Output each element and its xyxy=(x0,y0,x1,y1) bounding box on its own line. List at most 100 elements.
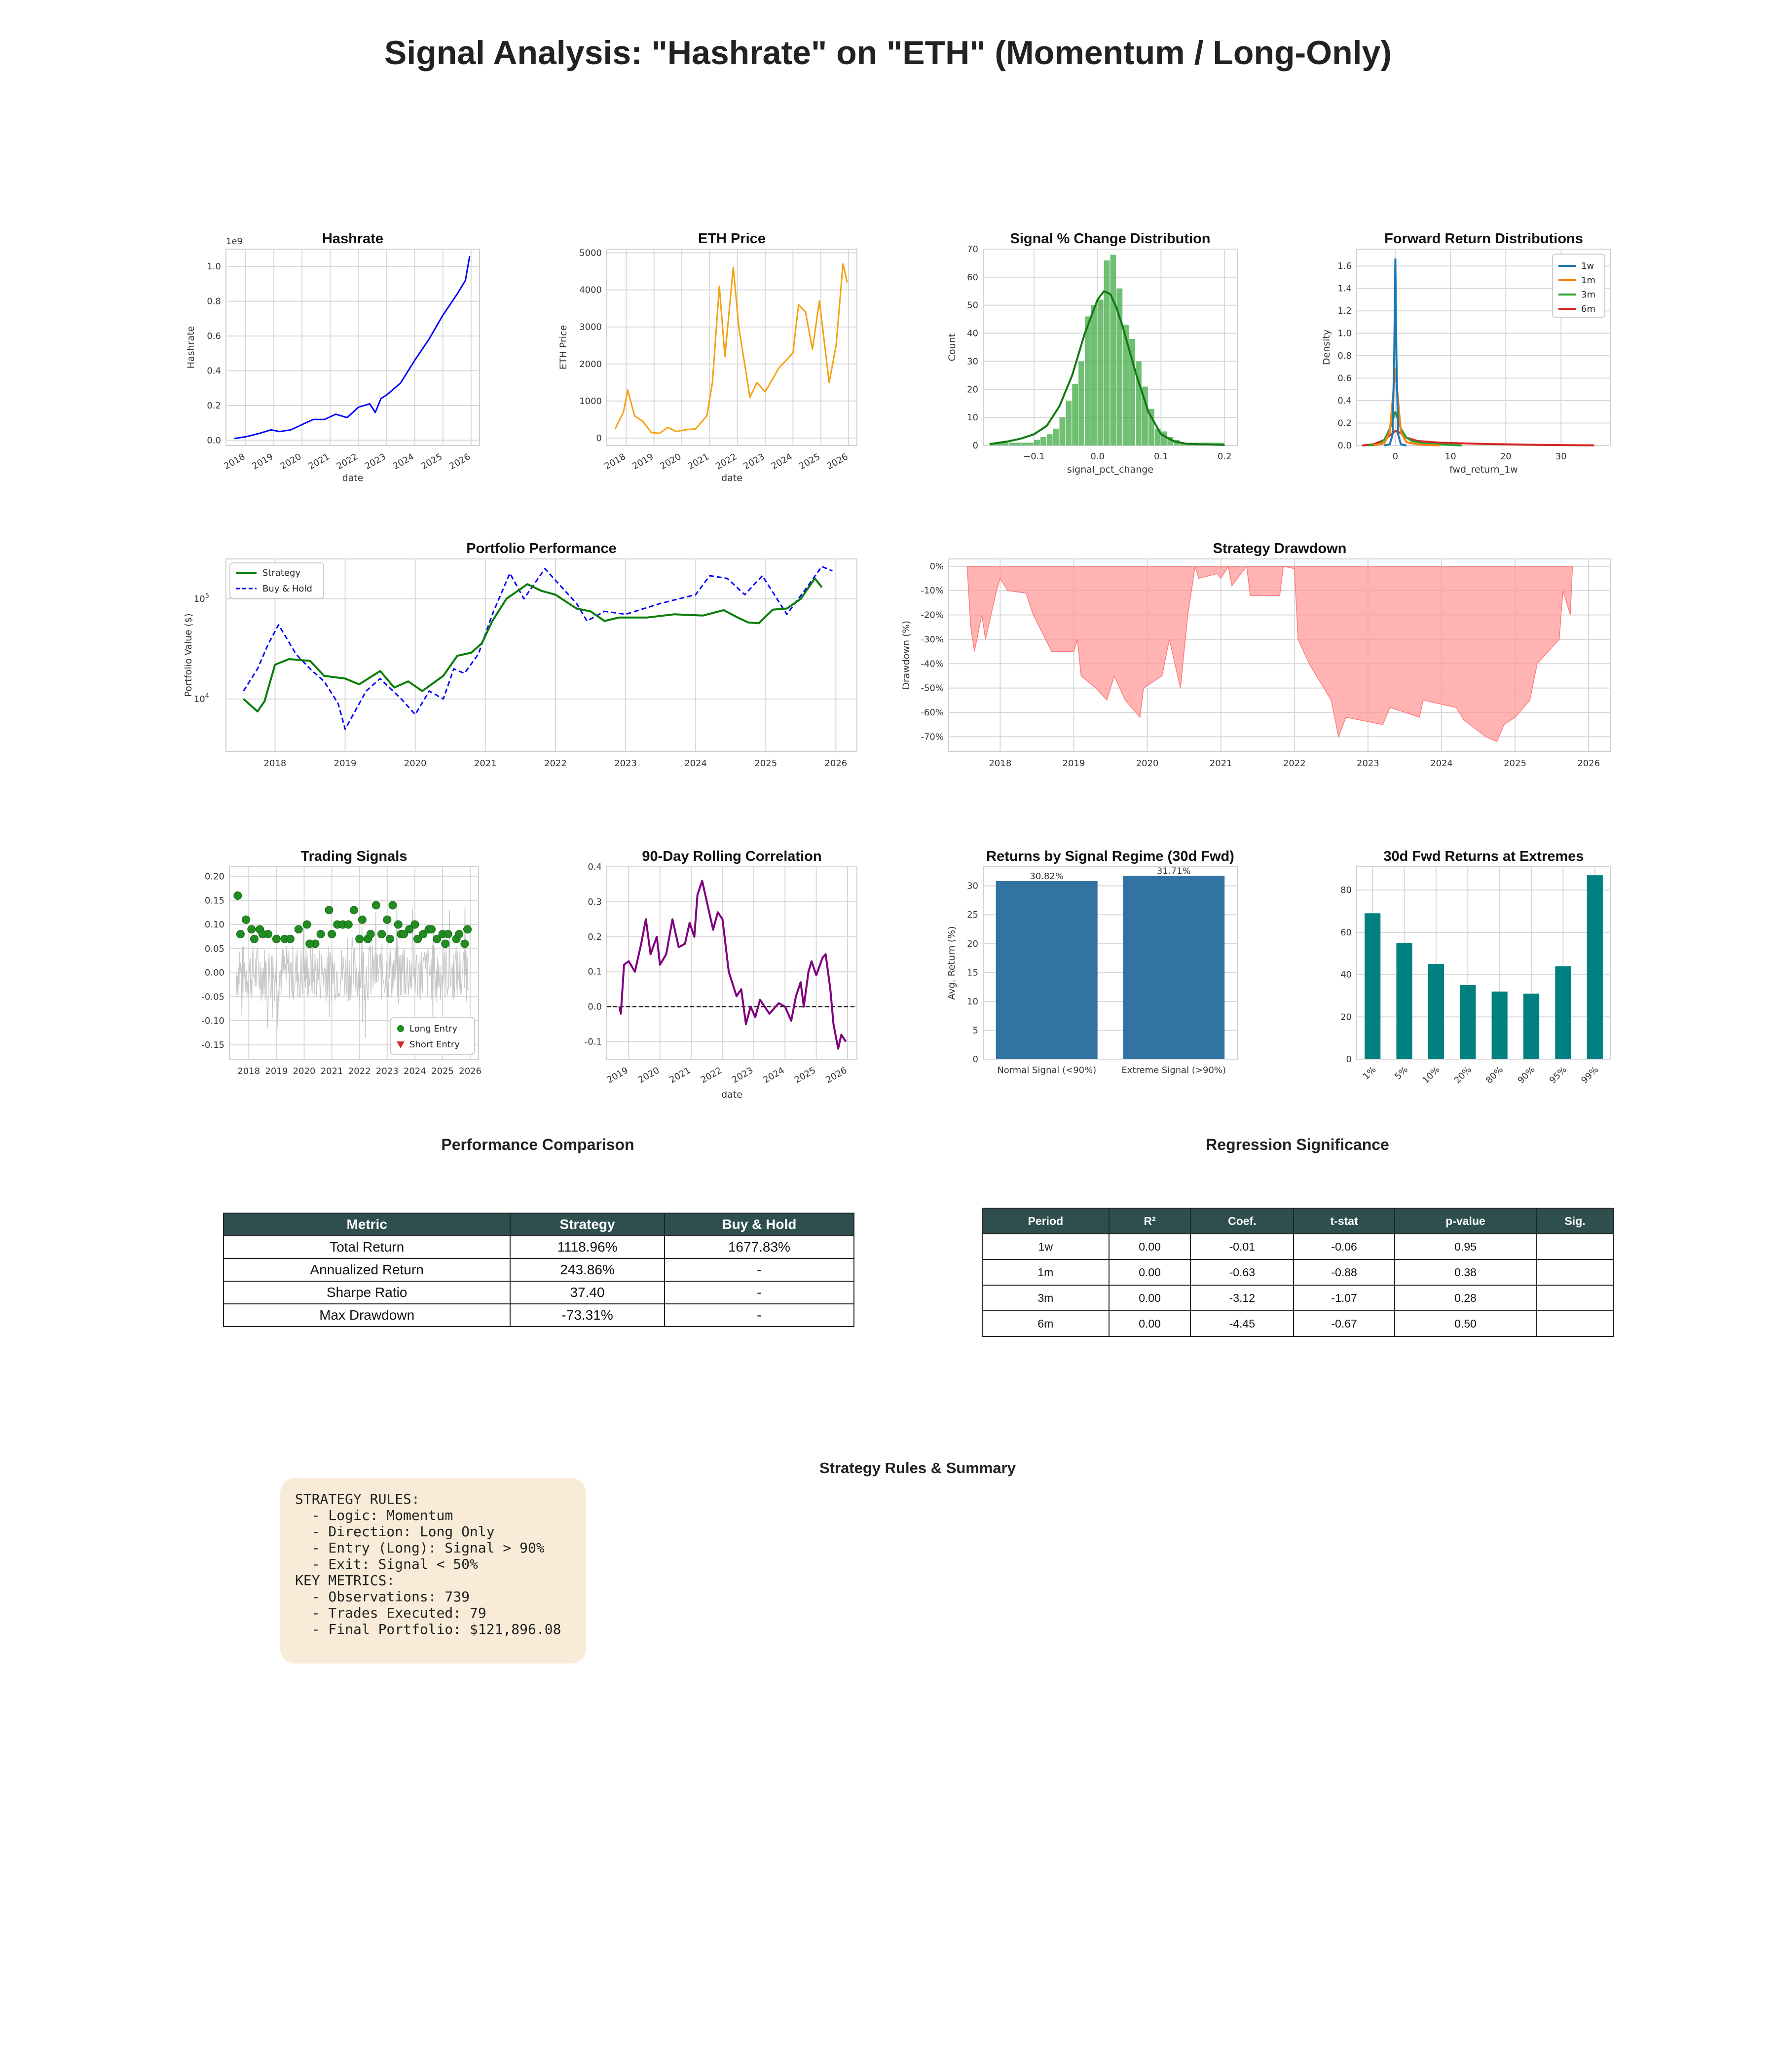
hashrate-x-axis-label: date xyxy=(342,473,364,483)
portfolio-y-tick-label: 104 xyxy=(194,693,209,704)
rolling-corr-y-tick-label: 0.0 xyxy=(588,1002,602,1012)
reg-cell: -1.07 xyxy=(1293,1285,1395,1311)
hashrate-y-tick-label: 0.0 xyxy=(207,435,221,445)
drawdown-x-tick-label: 2022 xyxy=(1283,758,1306,769)
extremes-bar xyxy=(1523,994,1540,1059)
density-line-6m xyxy=(1362,430,1594,446)
reg-cell: -0.06 xyxy=(1293,1233,1395,1260)
rolling-corr-y-tick-label: 0.1 xyxy=(588,967,602,977)
histogram-bar xyxy=(1021,443,1034,445)
long-entry-marker xyxy=(371,901,380,910)
signals-x-tick-label: 2021 xyxy=(321,1066,343,1076)
reg-header-pvalue: p-value xyxy=(1394,1208,1537,1234)
rolling-corr-x-tick-label: 2024 xyxy=(762,1065,786,1085)
regression-title: Regression Significance xyxy=(1206,1136,1389,1153)
long-entry-marker xyxy=(413,934,422,943)
histogram-bar xyxy=(1059,417,1066,445)
eth-price-x-tick-label: 2025 xyxy=(797,451,822,472)
regression-table: Period R² Coef. t-stat p-value Sig. 1w 0… xyxy=(982,1208,1614,1337)
long-entry-marker xyxy=(344,920,353,929)
legend-label: Strategy xyxy=(262,568,300,578)
signals-title: Trading Signals xyxy=(301,849,407,864)
reg-cell: 0.00 xyxy=(1108,1233,1191,1260)
rolling-corr-y-tick-label: -0.1 xyxy=(585,1037,602,1047)
histogram-bar xyxy=(1129,338,1135,445)
legend-label: Short Entry xyxy=(409,1039,460,1050)
histogram-bar xyxy=(1161,431,1167,445)
drawdown-title: Strategy Drawdown xyxy=(1213,541,1347,556)
signals-x-tick-label: 2023 xyxy=(376,1066,399,1076)
perf-cell: - xyxy=(664,1281,855,1304)
fwd-dist-y-tick-label: 1.2 xyxy=(1337,306,1352,316)
reg-header-r2: R² xyxy=(1108,1208,1191,1234)
extremes-bar xyxy=(1555,966,1571,1059)
long-entry-marker xyxy=(272,934,281,943)
extremes-bar xyxy=(1428,964,1444,1059)
signal-dist-panel: Signal % Change Distribution 0 10 20 30 40 50 6… xyxy=(947,231,1238,475)
perf-cell: 37.40 xyxy=(510,1281,665,1304)
histogram-bar xyxy=(1072,383,1078,445)
reg-cell: 0.00 xyxy=(1108,1259,1191,1286)
perf-header-buyhold: Buy & Hold xyxy=(664,1213,855,1236)
reg-header-tstat: t-stat xyxy=(1293,1208,1395,1234)
signal-dist-x-tick-label: 0.2 xyxy=(1218,451,1232,462)
long-entry-marker xyxy=(427,925,436,934)
rules-line: - Observations: 739 xyxy=(295,1589,470,1605)
signals-x-tick-label: 2020 xyxy=(293,1066,316,1076)
perf-cell: Annualized Return xyxy=(222,1258,511,1282)
long-entry-marker xyxy=(441,939,450,948)
table-row: Total Return 1118.96% 1677.83% xyxy=(222,1235,855,1259)
portfolio-legend: Strategy Buy & Hold xyxy=(229,562,324,599)
long-entry-marker xyxy=(350,906,358,915)
signals-frame xyxy=(229,866,479,1060)
perf-cell: 1118.96% xyxy=(510,1235,665,1259)
signals-x-tick-label: 2018 xyxy=(237,1066,260,1076)
signals-y-tick-label: 0.15 xyxy=(205,895,224,906)
extremes-y-tick-label: 80 xyxy=(1340,885,1352,895)
reg-cell xyxy=(1536,1310,1614,1337)
histogram-bar xyxy=(1123,325,1129,445)
hashrate-x-tick-label: 2026 xyxy=(447,451,472,472)
eth-price-y-tick-label: 3000 xyxy=(579,322,602,333)
fwd-dist-x-tick-label: 10 xyxy=(1445,451,1456,462)
extremes-bar xyxy=(1587,875,1603,1059)
extremes-x-tick-label: 95% xyxy=(1548,1065,1569,1086)
perf-cell: - xyxy=(664,1303,855,1327)
signals-x-tick-label: 2019 xyxy=(265,1066,288,1076)
signal-dist-y-tick-label: 40 xyxy=(967,329,978,339)
reg-cell: 0.28 xyxy=(1394,1285,1537,1311)
reg-cell: -4.45 xyxy=(1190,1310,1295,1337)
perf-header-strategy: Strategy xyxy=(510,1213,665,1236)
extremes-x-tick-label: 1% xyxy=(1361,1065,1378,1082)
eth-price-y-tick-label: 1000 xyxy=(579,396,602,407)
signals-y-tick-label: -0.05 xyxy=(201,992,224,1002)
rolling-corr-x-tick-label: 2025 xyxy=(793,1065,817,1085)
eth-price-y-tick-label: 4000 xyxy=(579,285,602,296)
summary-title: Strategy Rules & Summary xyxy=(819,1459,1016,1477)
signal-dist-y-tick-label: 30 xyxy=(967,356,978,367)
portfolio-title: Portfolio Performance xyxy=(466,541,617,556)
density-line-1m xyxy=(1373,368,1440,446)
rolling-corr-x-tick-label: 2026 xyxy=(824,1065,849,1085)
table-row: 6m 0.00 -4.45 -0.67 0.50 xyxy=(982,1310,1614,1337)
perf-cell: Max Drawdown xyxy=(222,1303,511,1327)
extremes-bar xyxy=(1396,943,1412,1059)
extremes-y-tick-label: 20 xyxy=(1340,1012,1352,1022)
signal-dist-x-tick-label: −0.1 xyxy=(1023,451,1045,462)
regime-panel: Returns by Signal Regime (30d Fwd) 0 5 10 15… xyxy=(946,849,1238,1075)
long-entry-marker xyxy=(405,925,414,934)
hashrate-frame xyxy=(225,249,480,446)
signals-x-tick-label: 2022 xyxy=(348,1066,371,1076)
regime-bar xyxy=(996,881,1098,1059)
drawdown-y-tick-label: -20% xyxy=(921,610,944,621)
long-entry-marker xyxy=(400,930,408,938)
portfolio-x-tick-label: 2021 xyxy=(474,758,497,769)
drawdown-x-tick-label: 2020 xyxy=(1136,758,1159,769)
fwd-dist-x-tick-label: 30 xyxy=(1555,451,1567,462)
rolling-corr-x-tick-label: 2023 xyxy=(730,1065,755,1085)
perf-cell: - xyxy=(664,1258,855,1282)
reg-cell: -0.67 xyxy=(1293,1310,1395,1337)
signal-dist-x-tick-label: 0.0 xyxy=(1090,451,1105,462)
